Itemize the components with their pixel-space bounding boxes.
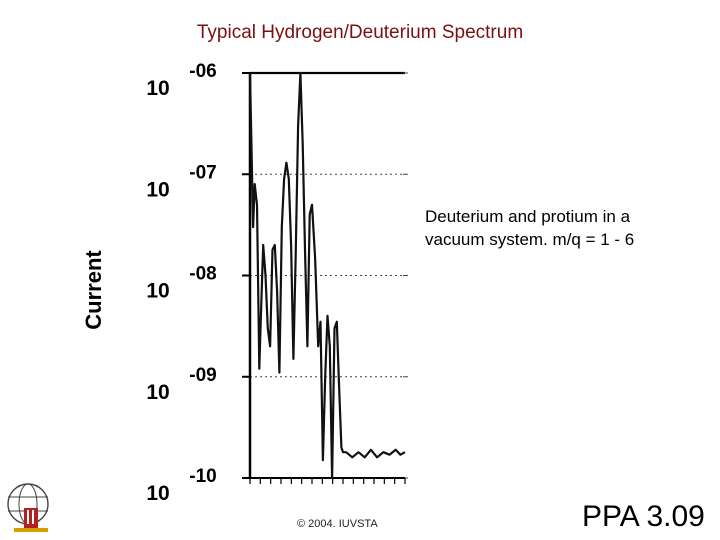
y-tick-exponent: -07 — [189, 162, 216, 183]
y-tick-base: 10 — [146, 482, 169, 505]
slide-title: Typical Hydrogen/Deuterium Spectrum — [196, 22, 524, 43]
y-axis-label: Current — [81, 250, 106, 330]
slide-number: PPA 3.09 — [582, 500, 705, 533]
y-tick-base: 10 — [146, 77, 169, 100]
y-tick-labels: 10 -06 10 -07 10 -08 10 -09 10 -10 — [146, 61, 216, 505]
annotation-line-2: vacuum system. m/q = 1 - 6 — [425, 230, 635, 249]
annotation-line-1: Deuterium and protium in a — [425, 207, 631, 226]
spectrum-trace — [248, 71, 406, 480]
y-tick-exponent: -10 — [189, 466, 216, 487]
y-tick-exponent: -08 — [189, 264, 216, 285]
y-tick-base: 10 — [146, 280, 169, 303]
annotation: Deuterium and protium in a vacuum system… — [425, 205, 715, 251]
chart-grid — [250, 71, 408, 479]
y-tick-base: 10 — [146, 381, 169, 404]
y-tick-exponent: -06 — [189, 61, 216, 82]
y-tick-base: 10 — [146, 178, 169, 201]
y-tick-exponent: -09 — [189, 365, 216, 386]
iuvsta-logo-icon — [7, 483, 49, 532]
chart-axes — [242, 72, 406, 484]
copyright-text: © 2004. IUVSTA — [297, 518, 378, 530]
